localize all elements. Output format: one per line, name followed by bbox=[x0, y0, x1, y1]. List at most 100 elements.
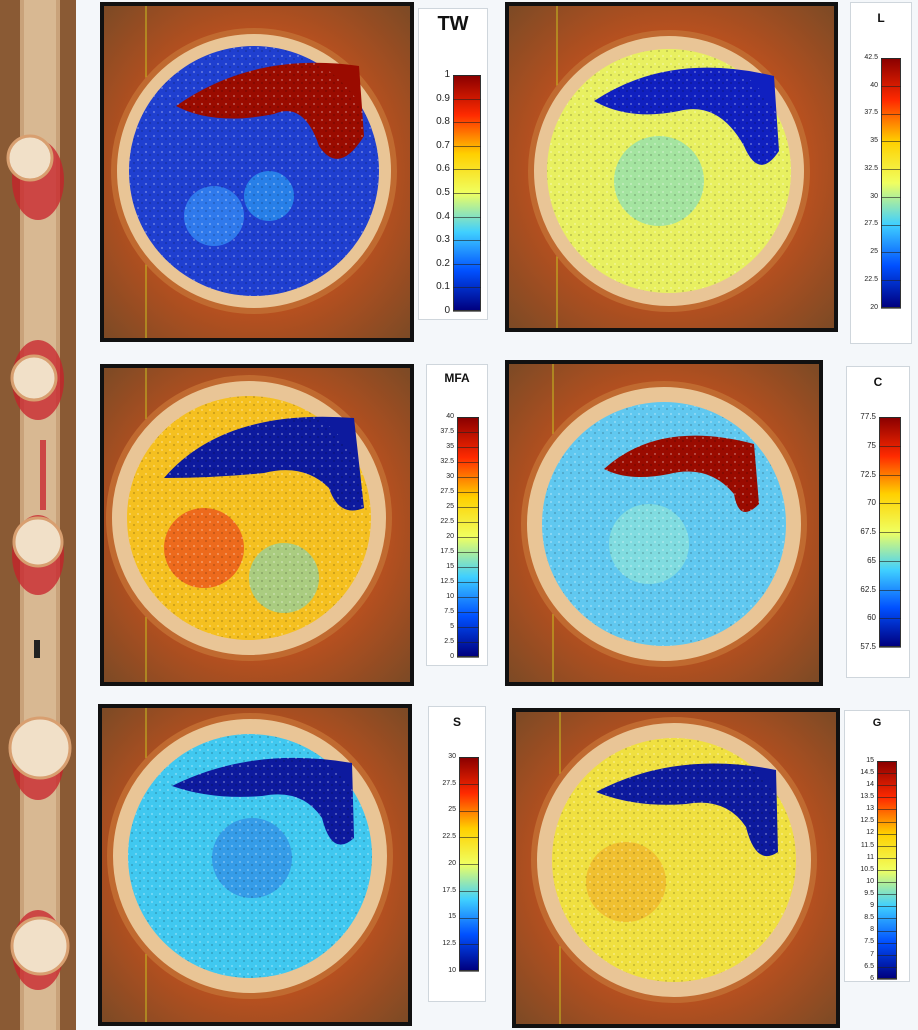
tw-tick-label: 0.9 bbox=[436, 92, 450, 104]
tw-tick-mark bbox=[453, 311, 481, 312]
s-tick-mark bbox=[459, 757, 479, 758]
mfa-colorbar: MFA 40 37.5 35 32.5 30 27.5 25 22.5 20 17.5 15 12.5… bbox=[426, 364, 488, 666]
mfa-tick-label: 27.5 bbox=[440, 487, 454, 495]
g-tick-label: 8 bbox=[870, 926, 874, 934]
tw-tick-mark bbox=[453, 287, 481, 289]
tw-tick-label: 0.8 bbox=[436, 116, 450, 128]
s-map-image bbox=[102, 708, 408, 1022]
g-tick-mark bbox=[877, 930, 897, 932]
c-tick-mark bbox=[879, 647, 901, 648]
l-tick-mark bbox=[881, 280, 901, 282]
g-tick-label: 9 bbox=[870, 902, 874, 910]
g-tick-mark bbox=[877, 942, 897, 944]
l-tick-label: 35 bbox=[870, 137, 878, 145]
g-tick-label: 13.5 bbox=[860, 793, 874, 801]
l-tick-label: 27.5 bbox=[864, 220, 878, 228]
s-tick-label: 25 bbox=[448, 806, 456, 814]
mfa-tick-mark bbox=[457, 492, 479, 493]
tw-tick-mark bbox=[453, 145, 481, 147]
g-tick-mark bbox=[877, 966, 897, 968]
c-colorbar: C 77.5 75 72.5 70 67.5 65 62.5 60 57.5 bbox=[846, 366, 910, 678]
g-map-panel bbox=[512, 708, 840, 1028]
c-tick-mark bbox=[879, 445, 901, 447]
g-tick-label: 6.5 bbox=[864, 962, 874, 970]
l-tick-label: 20 bbox=[870, 303, 878, 311]
l-tick-mark bbox=[881, 196, 901, 198]
tw-tick-mark bbox=[453, 75, 481, 76]
g-tick-label: 8.5 bbox=[864, 914, 874, 922]
mfa-tick-mark bbox=[457, 612, 479, 613]
g-tick-mark bbox=[877, 857, 897, 859]
mfa-tick-mark bbox=[457, 627, 479, 628]
l-tick-label: 42.5 bbox=[864, 53, 878, 61]
mfa-tick-mark bbox=[457, 552, 479, 553]
g-tick-label: 14 bbox=[866, 781, 874, 789]
g-tick-label: 12.5 bbox=[860, 817, 874, 825]
g-tick-mark bbox=[877, 882, 897, 884]
l-tick-mark bbox=[881, 252, 901, 254]
mfa-tick-label: 32.5 bbox=[440, 457, 454, 465]
tw-tick-label: 0 bbox=[444, 305, 450, 316]
s-tick-label: 15 bbox=[448, 913, 456, 921]
mfa-tick-mark bbox=[457, 462, 479, 463]
l-legend-title: L bbox=[877, 11, 885, 25]
specimen-disks bbox=[6, 134, 72, 976]
s-map-panel bbox=[98, 704, 412, 1026]
g-tick-mark bbox=[877, 833, 897, 835]
mfa-tick-mark bbox=[457, 657, 479, 658]
s-tick-label: 30 bbox=[448, 752, 456, 760]
mfa-map-panel bbox=[100, 364, 414, 686]
specimen-strip-photo bbox=[0, 0, 76, 1030]
c-tick-label: 60 bbox=[867, 613, 876, 623]
g-tick-mark bbox=[877, 906, 897, 908]
mfa-tick-label: 30 bbox=[446, 472, 454, 480]
c-map-image bbox=[509, 364, 819, 682]
c-tick-mark bbox=[879, 532, 901, 533]
c-tick-label: 77.5 bbox=[860, 412, 876, 422]
c-tick-label: 72.5 bbox=[860, 469, 876, 479]
tw-tick-mark bbox=[453, 263, 481, 265]
tw-tick-mark bbox=[453, 169, 481, 171]
mfa-tick-mark bbox=[457, 642, 479, 643]
s-tick-label: 22.5 bbox=[442, 833, 456, 841]
l-tick-label: 25 bbox=[870, 248, 878, 256]
g-tick-mark bbox=[877, 761, 897, 762]
g-tick-mark bbox=[877, 979, 897, 980]
l-tick-label: 32.5 bbox=[864, 164, 878, 172]
mfa-tick-mark bbox=[457, 477, 479, 478]
mfa-tick-label: 15 bbox=[446, 562, 454, 570]
tw-tick-mark bbox=[453, 122, 481, 124]
tw-map-panel bbox=[100, 2, 414, 342]
g-tick-label: 11 bbox=[866, 853, 874, 861]
g-tick-mark bbox=[877, 809, 897, 811]
mfa-tick-label: 2.5 bbox=[444, 637, 454, 645]
g-tick-label: 14.5 bbox=[860, 768, 874, 776]
mfa-tick-mark bbox=[457, 522, 479, 523]
mfa-tick-label: 35 bbox=[446, 442, 454, 450]
c-tick-mark bbox=[879, 618, 901, 620]
tw-map-image bbox=[104, 6, 410, 338]
tw-legend-title: TW bbox=[437, 13, 469, 35]
tw-tick-label: 0.5 bbox=[436, 187, 450, 198]
s-tick-mark bbox=[459, 890, 479, 892]
s-tick-mark bbox=[459, 971, 479, 972]
l-tick-mark bbox=[881, 58, 901, 59]
g-tick-mark bbox=[877, 918, 897, 920]
mfa-tick-mark bbox=[457, 447, 479, 448]
s-tick-mark bbox=[459, 837, 479, 839]
g-tick-label: 12 bbox=[866, 829, 874, 837]
mfa-map-image bbox=[104, 368, 410, 682]
tw-tick-label: 0.1 bbox=[436, 281, 450, 293]
g-tick-mark bbox=[877, 954, 897, 956]
mfa-tick-label: 17.5 bbox=[440, 547, 454, 555]
g-tick-mark bbox=[877, 785, 897, 787]
c-tick-mark bbox=[879, 503, 901, 505]
c-tick-mark bbox=[879, 474, 901, 476]
l-tick-label: 30 bbox=[870, 192, 878, 200]
mfa-tick-label: 12.5 bbox=[440, 577, 454, 585]
g-tick-mark bbox=[877, 845, 897, 847]
mfa-tick-mark bbox=[457, 537, 479, 538]
s-tick-label: 17.5 bbox=[442, 886, 456, 894]
c-map-panel bbox=[505, 360, 823, 686]
mfa-tick-mark bbox=[457, 507, 479, 508]
